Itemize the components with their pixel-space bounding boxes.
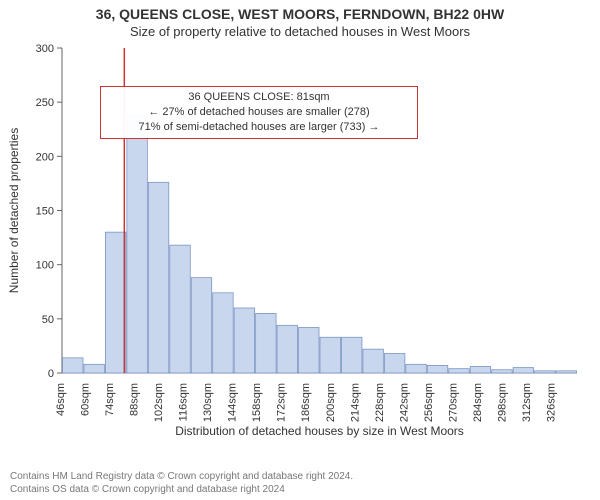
footer-line1: Contains HM Land Registry data © Crown c…: [10, 471, 353, 482]
x-tick-label: 144sqm: [227, 383, 239, 422]
x-tick-label: 228sqm: [374, 383, 386, 422]
svg-text:100: 100: [36, 260, 54, 272]
x-axis-label: Distribution of detached houses by size …: [175, 424, 464, 438]
annotation-line1: 36 QUEENS CLOSE: 81sqm: [109, 90, 409, 105]
x-tick-label: 60sqm: [80, 383, 92, 416]
svg-text:300: 300: [36, 43, 54, 55]
x-tick-label: 186sqm: [300, 383, 312, 422]
svg-text:150: 150: [36, 206, 54, 218]
x-tick-label: 200sqm: [325, 383, 337, 422]
annotation-line3: 71% of semi-detached houses are larger (…: [109, 120, 409, 135]
x-tick-label: 256sqm: [423, 383, 435, 422]
x-tick-label: 270sqm: [447, 383, 459, 422]
x-tick-label: 116sqm: [178, 383, 190, 421]
annotation-box: 36 QUEENS CLOSE: 81sqm ← 27% of detached…: [100, 86, 418, 139]
svg-text:200: 200: [36, 151, 54, 163]
x-tick-label: 158sqm: [251, 383, 263, 422]
x-tick-label: 214sqm: [349, 383, 361, 422]
y-axis-label: Number of detached properties: [7, 128, 21, 293]
chart-title-sub: Size of property relative to detached ho…: [0, 22, 600, 39]
x-tick-label: 312sqm: [521, 383, 533, 422]
annotation-line2: ← 27% of detached houses are smaller (27…: [109, 105, 409, 120]
x-tick-label: 88sqm: [129, 383, 141, 416]
x-tick-label: 74sqm: [104, 383, 116, 416]
chart-title-main: 36, QUEENS CLOSE, WEST MOORS, FERNDOWN, …: [0, 0, 600, 22]
x-tick-label: 172sqm: [276, 383, 288, 422]
footer-line2: Contains OS data © Crown copyright and d…: [10, 484, 285, 495]
x-tick-label: 46sqm: [55, 383, 67, 416]
x-tick-label: 130sqm: [202, 383, 214, 422]
chart-container: 0 50 100 150 200 250 300 46sqm 60sqm 74sqm 88sqm 10…: [0, 40, 600, 450]
svg-text:0: 0: [48, 368, 54, 380]
x-tick-label: 284sqm: [472, 383, 484, 422]
x-tick-label: 242sqm: [398, 383, 410, 422]
x-tick-label: 326sqm: [545, 383, 557, 422]
x-tick-label: 298sqm: [496, 383, 508, 422]
footer: Contains HM Land Registry data © Crown c…: [10, 470, 590, 496]
svg-text:50: 50: [42, 314, 54, 326]
x-tick-label: 102sqm: [153, 383, 165, 422]
svg-text:250: 250: [36, 97, 54, 109]
